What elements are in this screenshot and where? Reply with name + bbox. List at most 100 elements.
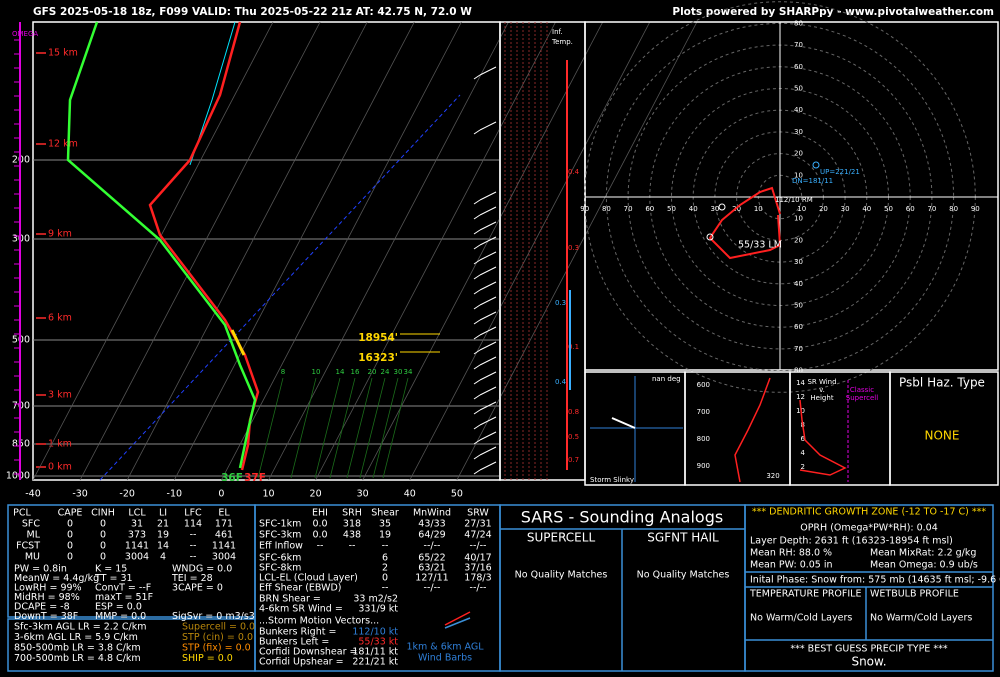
hodo-tick: 10	[794, 171, 803, 179]
thermo-header: LCL	[128, 508, 146, 519]
index-value: 3CAPE = 0	[172, 583, 223, 594]
theta-tick: 320	[766, 472, 779, 480]
thermo-cell: 0	[67, 519, 73, 530]
index-value: WNDG = 0.0	[172, 564, 232, 575]
index-value: SigSvr = 0 m3/s3	[172, 611, 255, 622]
mixing-ratio-label: 10	[312, 368, 321, 376]
kin-cell: --	[382, 541, 389, 552]
kin-cell: --	[317, 541, 324, 552]
sars-title: SARS - Sounding Analogs	[521, 508, 723, 527]
srwind-tick: 6	[801, 435, 806, 443]
sars-header: SGFNT HAIL	[647, 531, 719, 545]
wind-barb	[479, 66, 497, 76]
corfidi-up: UP=221/21	[820, 168, 860, 176]
thermo-cell: FCST	[16, 541, 40, 552]
hodo-tick: 40	[862, 205, 871, 213]
wind-barb	[479, 326, 497, 336]
hodo-tick: 30	[841, 205, 850, 213]
hodo-tick: 20	[794, 150, 803, 158]
index-value: MMP = 0.0	[95, 611, 146, 622]
wind-barb	[473, 454, 481, 460]
barb-note: Wind Barbs	[418, 653, 472, 664]
isotherm	[126, 21, 368, 481]
wind-barb	[473, 229, 481, 235]
kin-label: Corfidi Downshear =	[259, 647, 357, 658]
srwind-title: v.	[819, 386, 825, 394]
kin-cell: 0	[382, 573, 388, 584]
thermo-cell: --	[190, 541, 197, 552]
hodo-tick: 20	[794, 236, 803, 244]
kin-value: 331/9 kt	[358, 604, 398, 615]
kin-cell: 43/33	[418, 519, 445, 530]
kin-cell: LCL-EL (Cloud Layer)	[259, 573, 358, 584]
theta-tick: 600	[697, 381, 710, 389]
mixing-ratio-line	[257, 377, 284, 479]
hodo-tick: 40	[794, 106, 803, 114]
index-value: ESP = 0.0	[95, 602, 142, 613]
hodo-tick: 80	[794, 367, 803, 375]
kin-cell: SFC-8km	[259, 563, 301, 574]
hodo-tick: 10	[797, 205, 806, 213]
mixing-ratio-line	[329, 377, 356, 479]
barb	[444, 617, 471, 629]
height-label: 3 km	[48, 390, 72, 401]
hodo-tick: 30	[794, 128, 803, 136]
index-value: PW = 0.8in	[14, 564, 67, 575]
hodo-tick: 40	[689, 205, 698, 213]
kin-value: 221/21 kt	[352, 657, 398, 668]
wind-barb	[473, 439, 481, 445]
thermo-header: CINH	[91, 508, 115, 519]
hodo-tick: 40	[794, 280, 803, 288]
temp-tick: 40	[404, 489, 416, 500]
hodo-tick: 80	[949, 205, 958, 213]
kin-cell: --	[349, 541, 356, 552]
precip-type: Snow.	[851, 655, 886, 669]
winter-value: No Warm/Cold Layers	[870, 613, 972, 624]
kin-cell: 127/11	[415, 573, 448, 584]
hodo-tick: 90	[580, 205, 589, 213]
index-value: LowRH = 99%	[14, 583, 82, 594]
inferred-value: 0.4	[555, 378, 567, 386]
kin-cell: 318	[343, 519, 361, 530]
kin-header: EHI	[312, 508, 328, 519]
sars-result: No Quality Matches	[637, 570, 730, 581]
srwind-frame	[789, 371, 891, 486]
thermo-cell: ML	[27, 530, 41, 541]
thermo-cell: 0	[100, 552, 106, 563]
hazard-value: NONE	[925, 429, 960, 443]
mixing-ratio-label: 24	[381, 368, 390, 376]
hodo-tick: 60	[794, 323, 803, 331]
thermo-cell: 19	[157, 530, 169, 541]
inferred-value: 0.3	[555, 299, 566, 307]
kin-value: 55/33 kt	[358, 637, 398, 648]
winter-value: OPRH (Omega*PW*RH): 0.04	[800, 523, 938, 534]
thermo-cell: 114	[184, 519, 202, 530]
winter-value: No Warm/Cold Layers	[750, 613, 852, 624]
bunkers-right: 112/10 RM	[775, 196, 813, 204]
kin-cell: --	[382, 583, 389, 594]
isotherm	[409, 21, 651, 481]
height-label: 6 km	[48, 313, 72, 324]
inferred-title: Temp.	[551, 38, 573, 46]
kin-label: BRN Shear =	[259, 594, 321, 605]
kin-label: Bunkers Left =	[259, 637, 329, 648]
hodo-tick: 50	[667, 205, 676, 213]
kin-label: 4-6km SR Wind =	[259, 604, 343, 615]
hodo-tick: 50	[884, 205, 893, 213]
wind-barb	[473, 289, 481, 295]
thermo-cell: MU	[25, 552, 40, 563]
kin-cell: 438	[343, 530, 361, 541]
isotherm	[221, 21, 462, 481]
pressure-tick: 1000	[6, 471, 30, 482]
inferred-value: 0.4	[568, 168, 580, 176]
winter-value: Mean Omega: 0.9 ub/s	[870, 560, 978, 571]
winter-value: Mean RH: 88.0 %	[750, 548, 832, 559]
mixing-ratio-label: 20	[368, 368, 377, 376]
barb-note: 1km & 6km AGL	[406, 642, 484, 653]
index-value: K = 15	[95, 564, 127, 575]
index-value: TEI = 28	[171, 573, 213, 584]
sars-header: SUPERCELL	[527, 531, 596, 545]
theta-tick: 700	[697, 408, 710, 416]
inferred-value: 0.5	[568, 433, 579, 441]
